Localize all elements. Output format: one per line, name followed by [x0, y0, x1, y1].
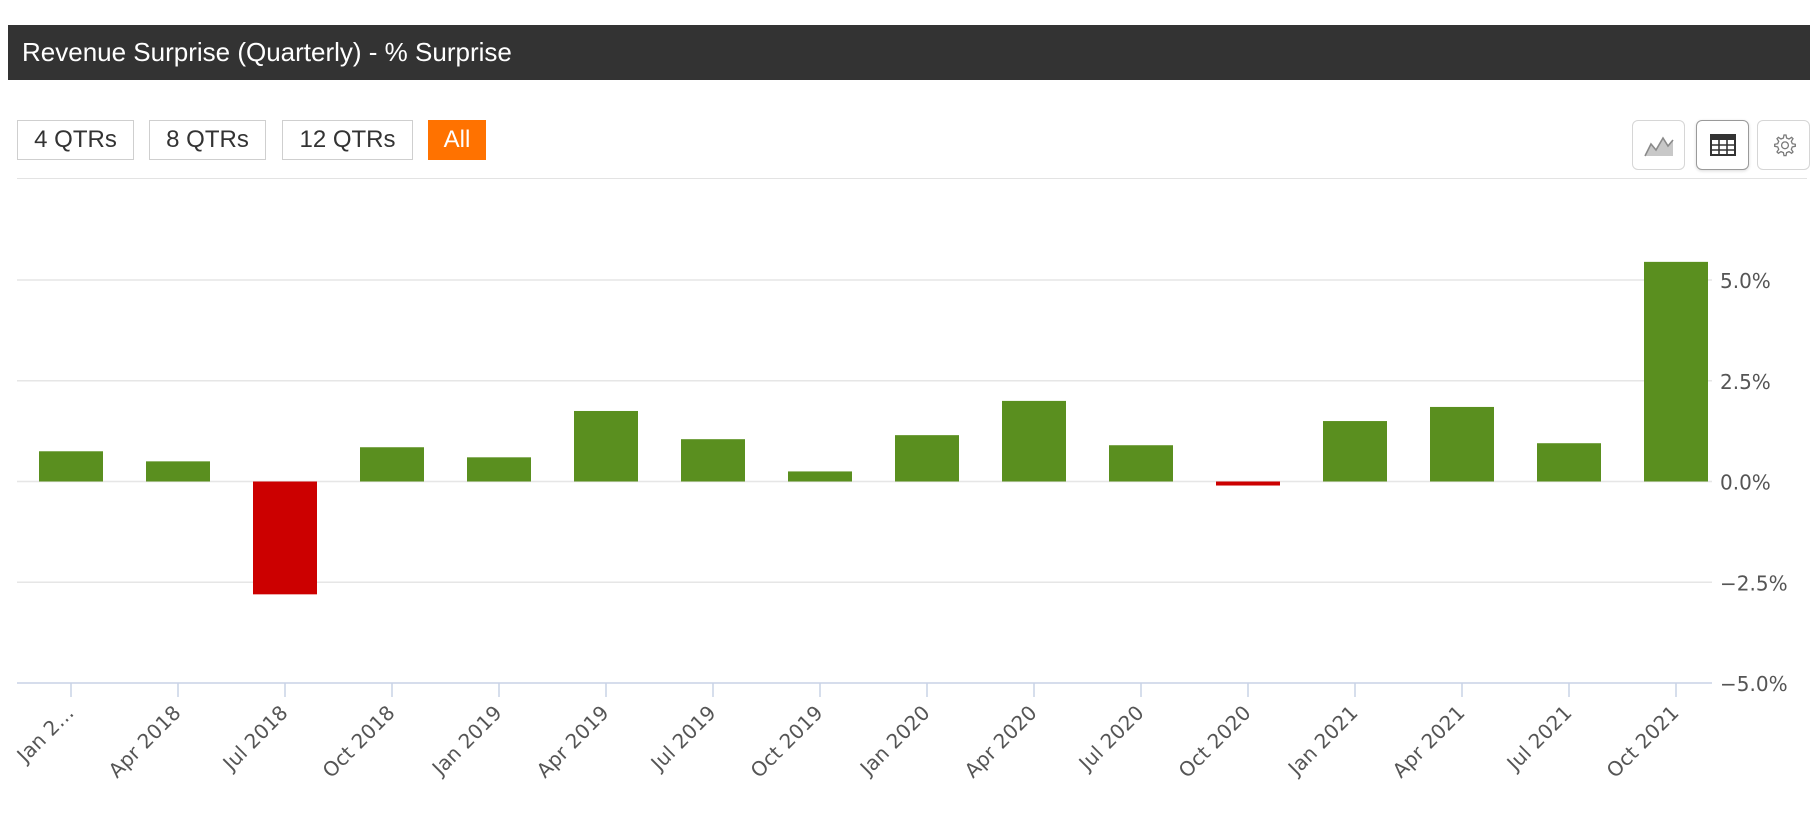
area-chart-icon	[1643, 136, 1674, 157]
x-tick-label: Apr 2021	[1388, 701, 1470, 783]
settings-gear-icon	[1773, 134, 1796, 157]
range-all-button[interactable]: All	[428, 120, 486, 160]
x-tick-label: Jul 2021	[1501, 701, 1577, 777]
table-view-button[interactable]	[1696, 120, 1749, 170]
table-icon	[1709, 134, 1736, 156]
x-tick-label: Apr 2018	[104, 701, 186, 783]
x-tick-label: Jan 2021	[1282, 701, 1363, 782]
x-tick-label: Oct 2021	[1602, 701, 1684, 783]
x-tick-label: Jul 2019	[645, 701, 721, 777]
x-tick-label: Oct 2020	[1174, 701, 1256, 783]
bar	[253, 481, 317, 595]
bar	[1323, 421, 1387, 482]
bar	[146, 461, 210, 482]
bar	[1216, 481, 1280, 486]
bar	[788, 471, 852, 482]
bar	[681, 439, 745, 482]
range-12-qtrs-button[interactable]: 12 QTRs	[282, 120, 413, 160]
bar	[1430, 406, 1494, 482]
x-tick-label: Jan 2…	[11, 701, 79, 769]
x-tick-label: Jul 2018	[217, 701, 293, 777]
x-tick-label: Jan 2020	[854, 701, 935, 782]
y-tick-label: 5.0%	[1720, 269, 1771, 293]
y-tick-label: −5.0%	[1720, 672, 1788, 696]
bar	[1644, 261, 1708, 482]
y-tick-label: 2.5%	[1720, 370, 1771, 394]
bar	[1537, 443, 1601, 482]
bar	[467, 457, 531, 482]
range-4-qtrs-button[interactable]: 4 QTRs	[17, 120, 134, 160]
bar	[1002, 400, 1066, 482]
x-tick-label: Jan 2019	[426, 701, 507, 782]
y-tick-label: −2.5%	[1720, 571, 1788, 595]
bar	[1109, 445, 1173, 482]
bar	[574, 410, 638, 482]
area-chart-view-button[interactable]	[1632, 120, 1685, 170]
y-tick-label: 0.0%	[1720, 471, 1771, 495]
bar	[895, 435, 959, 482]
x-tick-label: Oct 2019	[746, 701, 828, 783]
x-tick-label: Apr 2020	[960, 701, 1042, 783]
settings-button[interactable]	[1757, 120, 1810, 170]
range-8-qtrs-button[interactable]: 8 QTRs	[149, 120, 266, 160]
chart-title: Revenue Surprise (Quarterly) - % Surpris…	[22, 37, 512, 67]
x-tick-label: Oct 2018	[318, 701, 400, 783]
chart-title-bar: Revenue Surprise (Quarterly) - % Surpris…	[8, 25, 1810, 80]
x-tick-label: Jul 2020	[1073, 701, 1149, 777]
bar	[360, 447, 424, 482]
toolbar-divider	[17, 178, 1807, 179]
bar	[39, 451, 103, 482]
x-tick-label: Apr 2019	[532, 701, 614, 783]
